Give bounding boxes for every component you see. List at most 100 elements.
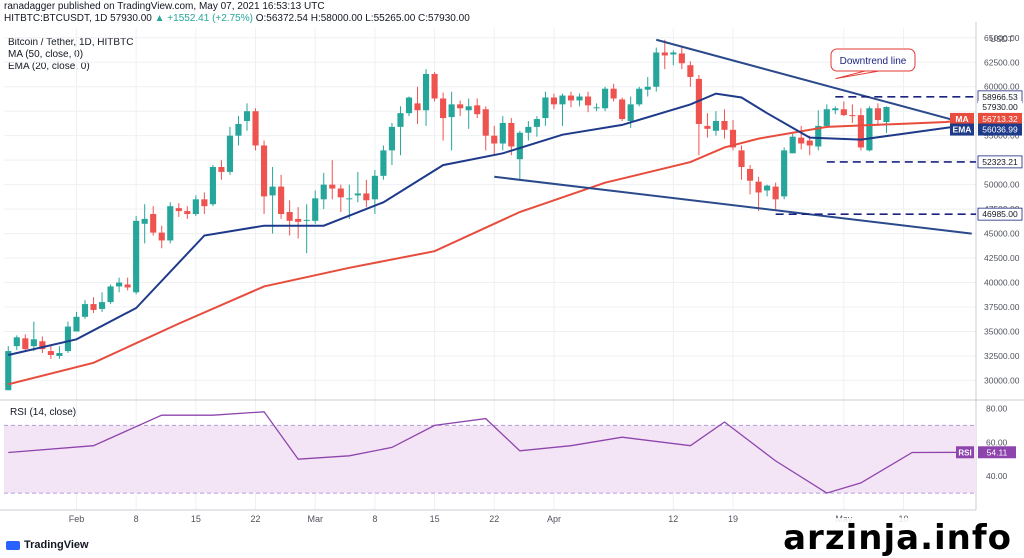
candle-body	[431, 74, 438, 99]
price-label-box	[977, 207, 1023, 221]
candle	[346, 184, 353, 219]
candle	[636, 86, 643, 107]
candle-body	[874, 108, 882, 121]
annotation-pointer	[835, 70, 880, 80]
candle	[806, 135, 813, 156]
price-tick-label: 60000.00	[984, 82, 1020, 92]
price-tick-label: 32500.00	[984, 351, 1020, 361]
candle-body	[781, 150, 788, 197]
price-label-box	[978, 123, 1022, 136]
rsi-band	[4, 425, 976, 494]
candle	[201, 192, 208, 214]
trendline	[494, 175, 972, 235]
candle	[474, 98, 481, 119]
candle	[192, 195, 199, 216]
time-tick-label: 15	[430, 514, 440, 524]
symbol-label: HITBTC:BTCUSDT, 1D	[4, 13, 108, 24]
price-tick-label: 55000.00	[984, 131, 1020, 141]
candle	[81, 300, 89, 319]
candle-body	[832, 108, 839, 111]
price-label: EMA	[953, 125, 972, 135]
price-label: 56036.99	[982, 125, 1018, 135]
candle-body	[380, 150, 387, 176]
candle-body	[670, 52, 677, 55]
candle	[695, 74, 702, 156]
candle-body	[312, 198, 319, 221]
rsi-value: 54.11	[987, 447, 1008, 457]
tradingview-logo-text: TradingView	[24, 539, 89, 551]
time-tick-label: 22	[251, 514, 261, 524]
candle-body	[729, 129, 737, 148]
candle-body	[644, 86, 651, 90]
price-label: MA	[955, 114, 968, 124]
candle	[124, 277, 131, 291]
candle-body	[849, 115, 856, 117]
candle-body	[593, 107, 600, 109]
candle-body	[465, 106, 472, 111]
candle-body	[533, 119, 540, 127]
candle	[823, 104, 830, 128]
candle	[619, 97, 626, 121]
candle-body	[636, 88, 643, 105]
candle	[64, 321, 72, 354]
time-tick-label: 12	[668, 514, 678, 524]
candle-body	[269, 186, 276, 196]
candle	[175, 203, 182, 217]
candle-body	[184, 211, 191, 214]
candle	[721, 109, 728, 139]
candle	[107, 284, 114, 305]
candle-body	[286, 212, 293, 221]
candle-body	[175, 208, 182, 212]
candle-body	[474, 105, 481, 115]
candle	[90, 297, 97, 313]
rsi-tick-label: 60.00	[986, 437, 1008, 447]
candle	[13, 335, 20, 351]
candle-body	[610, 88, 617, 99]
candle-body	[687, 65, 694, 77]
ma-legend: MA (50, close, 0)	[8, 49, 84, 60]
candle-body	[235, 123, 242, 136]
candle-body	[883, 107, 890, 122]
candle-body	[840, 109, 847, 116]
tradingview-icon	[6, 540, 20, 550]
candle-body	[354, 193, 361, 196]
candle-body	[550, 97, 558, 105]
candle	[5, 346, 12, 391]
candle-body	[746, 168, 754, 181]
candle-body	[30, 339, 37, 347]
time-tick-label: 15	[191, 514, 201, 524]
time-tick-label: 8	[134, 514, 139, 524]
candle	[525, 121, 532, 141]
candle-body	[738, 150, 745, 168]
candle-body	[491, 135, 498, 144]
candle	[414, 86, 421, 124]
candle	[499, 116, 506, 151]
candle	[278, 174, 285, 219]
annotation-text: Downtrend line	[840, 56, 907, 67]
candle	[363, 179, 370, 208]
candle-body	[619, 99, 626, 120]
candle-body	[124, 284, 131, 288]
candle-body	[806, 140, 813, 146]
candle-body	[278, 186, 285, 214]
price-tick-label: 40000.00	[984, 278, 1020, 288]
price-label: 57930.00	[982, 102, 1018, 112]
candle	[431, 72, 438, 102]
candle-body	[47, 351, 54, 355]
candle	[184, 206, 191, 219]
candle-body	[499, 122, 506, 144]
price-tick-label: 62500.00	[984, 57, 1020, 67]
candle-body	[712, 121, 720, 131]
candle-body	[201, 199, 208, 207]
candle-body	[209, 167, 216, 205]
candle	[550, 93, 558, 110]
candle	[448, 91, 455, 151]
candle-body	[440, 98, 447, 119]
candle	[397, 106, 404, 156]
candle	[329, 160, 336, 200]
candle-body	[448, 104, 455, 118]
candle-body	[252, 111, 259, 146]
candle-body	[823, 109, 830, 126]
price-label: 46985.00	[982, 209, 1018, 219]
